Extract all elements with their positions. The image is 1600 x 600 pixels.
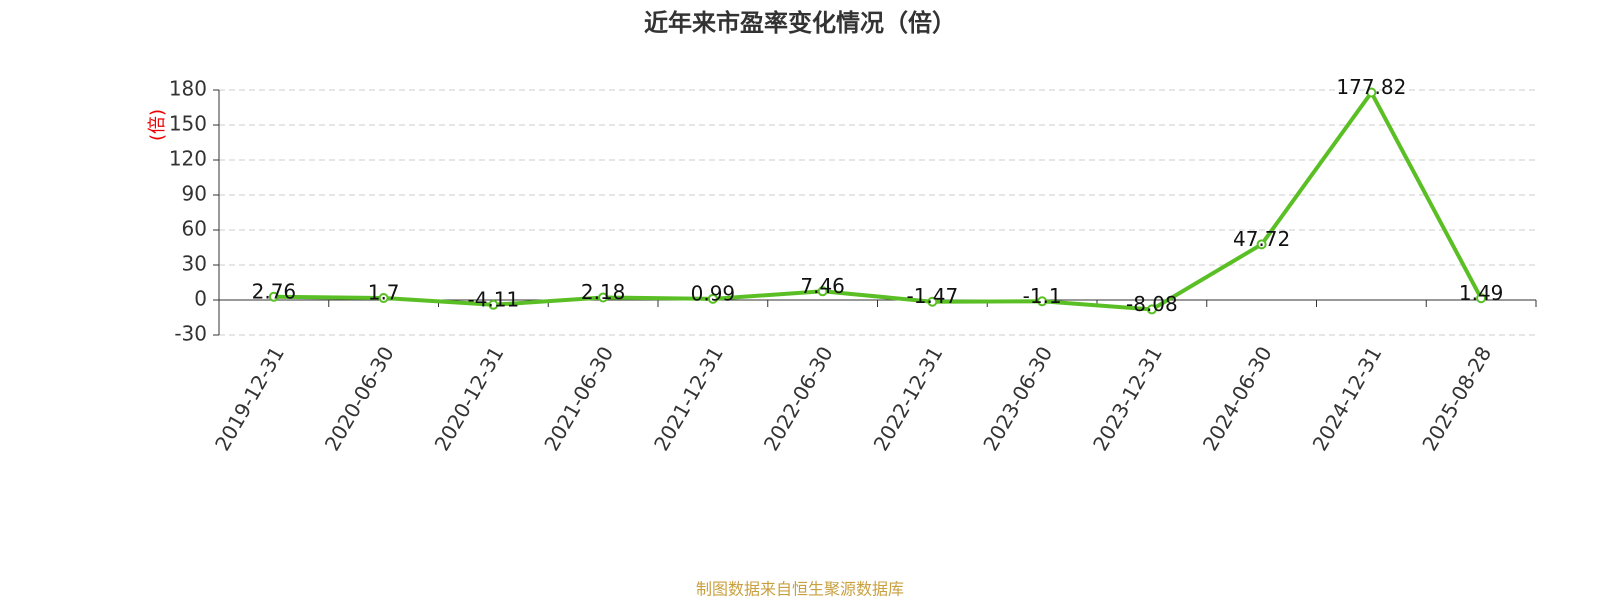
data-label: -1.1 [1023, 284, 1062, 308]
data-label: 47.72 [1233, 227, 1290, 251]
data-label: 2.76 [252, 279, 297, 303]
y-tick-label: 30 [182, 252, 207, 276]
data-label: 7.46 [800, 274, 845, 298]
data-label: 1.49 [1459, 281, 1504, 305]
x-tick-label: 2021-06-30 [539, 342, 618, 455]
source-note: 制图数据来自恒生聚源数据库 [696, 580, 904, 599]
point [598, 292, 609, 303]
x-tick-label: 2025-08-28 [1417, 342, 1496, 455]
x-tick-label: 2024-12-31 [1308, 342, 1387, 455]
data-label: 2.18 [581, 280, 626, 304]
y-tick-label: 0 [194, 287, 207, 311]
x-tick-label: 2021-12-31 [649, 342, 728, 455]
point [488, 299, 499, 310]
point [268, 291, 279, 302]
point [927, 296, 938, 307]
chart-title: 近年来市盈率变化情况（倍） [644, 9, 956, 37]
point [1037, 296, 1048, 307]
x-tick-label: 2024-06-30 [1198, 342, 1277, 455]
y-tick-label: -30 [174, 322, 207, 346]
point [1146, 304, 1157, 315]
line [273, 88, 1483, 312]
point [707, 293, 718, 304]
y-tick-label: 150 [169, 112, 207, 136]
y-tick-label: 180 [169, 77, 207, 101]
x-tick-label: 2022-06-30 [759, 342, 838, 455]
point [1476, 293, 1487, 304]
y-tick-label: 120 [169, 147, 207, 171]
data-label: 0.99 [691, 281, 736, 305]
x-tick-label: 2019-12-31 [210, 342, 289, 455]
y-axis-label: (倍) [147, 109, 168, 141]
point [1256, 239, 1267, 250]
x-tick-label: 2020-06-30 [320, 342, 399, 455]
point [1366, 87, 1377, 98]
point [378, 293, 389, 304]
x-tick-label: 2023-12-31 [1088, 342, 1167, 455]
y-tick-label: 60 [182, 217, 207, 241]
y-tick-label: 90 [182, 182, 207, 206]
x-tick-label: 2022-12-31 [869, 342, 948, 455]
data-label: 177.82 [1336, 75, 1406, 99]
data-label: 1.7 [368, 281, 400, 305]
x-tick-label: 2020-12-31 [430, 342, 509, 455]
data-label: -4.11 [468, 287, 520, 311]
x-tick-label: 2023-06-30 [978, 342, 1057, 455]
data-label: -8.08 [1126, 292, 1178, 316]
point [817, 286, 828, 297]
data-label: -1.47 [907, 284, 959, 308]
